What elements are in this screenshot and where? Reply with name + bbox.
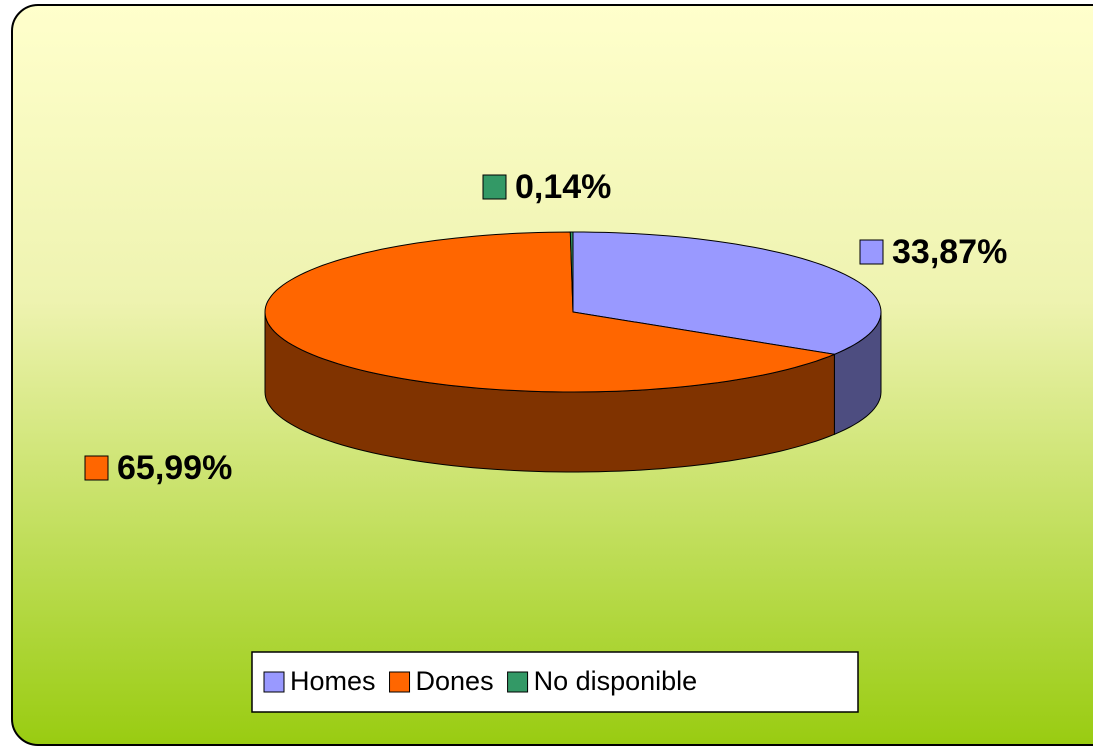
legend-label: Dones	[416, 666, 494, 696]
legend-key	[507, 671, 529, 693]
legend-label: Homes	[290, 666, 376, 696]
label-key	[859, 239, 884, 265]
slice	[572, 231, 882, 355]
data-label: 33,87%	[892, 233, 1007, 271]
legend: Homes Dones No disponible	[263, 666, 698, 696]
data-label: 0,14%	[515, 168, 611, 206]
legend-box	[251, 651, 859, 713]
slice	[569, 231, 574, 313]
legend-key	[263, 671, 285, 693]
slice	[264, 231, 837, 393]
legend-label: No disponible	[534, 666, 698, 696]
pie	[264, 231, 882, 473]
label-key	[84, 455, 109, 481]
legend-key	[389, 671, 411, 693]
label-key	[482, 174, 507, 200]
data-label: 65,99%	[117, 449, 232, 487]
